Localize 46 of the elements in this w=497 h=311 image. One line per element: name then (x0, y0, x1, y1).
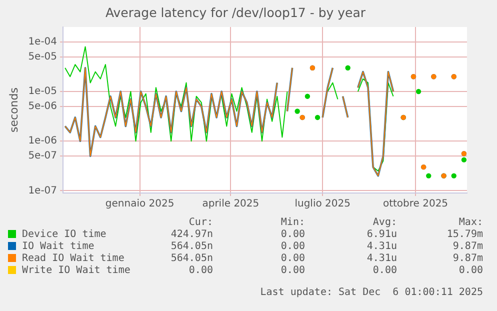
text: Min: (280, 217, 305, 229)
point (314, 114, 320, 120)
point (426, 173, 432, 178)
y-tick-label: 1e-07 (28, 185, 58, 196)
point (294, 108, 300, 114)
text: 15.79m (446, 229, 483, 241)
text: 564.05n (170, 253, 213, 265)
text: 564.05n (170, 241, 213, 253)
text: 0.00 (458, 265, 483, 277)
text: 0.00 (372, 265, 397, 277)
x-tick-label: aprile 2025 (202, 198, 260, 210)
legend-label: Write IO Wait time (21, 265, 132, 277)
text: 9.87m (452, 241, 483, 253)
y-tick-label: 5e-06 (28, 101, 58, 112)
point (451, 173, 456, 178)
y-tick-label: 5e-07 (28, 150, 58, 162)
y-tick-label: 1e-06 (28, 136, 58, 147)
text: 0.00 (280, 229, 305, 241)
text: Avg: (372, 217, 397, 229)
point (345, 65, 350, 70)
x-tick-label: ottobre 2025 (382, 198, 448, 210)
chart-title: Average latency for /dev/loop17 - by year (105, 4, 366, 20)
text: Last update: Sat Dec 6 01:00:11 2025 (260, 287, 483, 298)
text: 0.00 (188, 265, 213, 277)
point (416, 88, 422, 94)
text: 4.31u (366, 241, 397, 253)
text: 424.97n (170, 229, 213, 241)
y-tick-label: 1e-05 (28, 86, 58, 98)
text: 9.87m (452, 253, 483, 265)
y-axis-title: seconds (7, 87, 20, 132)
x-tick-label: luglio 2025 (294, 198, 350, 210)
text: Cur: (188, 217, 213, 229)
legend-label: Read IO Wait time (21, 253, 126, 265)
legend-label: Device IO time (21, 229, 108, 241)
legend-label: IO Wait time (21, 241, 96, 253)
point (304, 94, 310, 99)
x-tick-label: gennaio 2025 (105, 198, 174, 210)
text: 6.91u (366, 229, 397, 241)
text: 0.00 (280, 265, 305, 277)
text: 0.00 (280, 241, 305, 253)
text: Max: (458, 217, 483, 229)
y-tick-label: 1e-04 (28, 36, 58, 48)
point (461, 157, 467, 162)
text: 0.00 (280, 253, 305, 265)
y-tick-label: 5e-05 (28, 51, 58, 62)
text: 4.31u (366, 253, 397, 265)
